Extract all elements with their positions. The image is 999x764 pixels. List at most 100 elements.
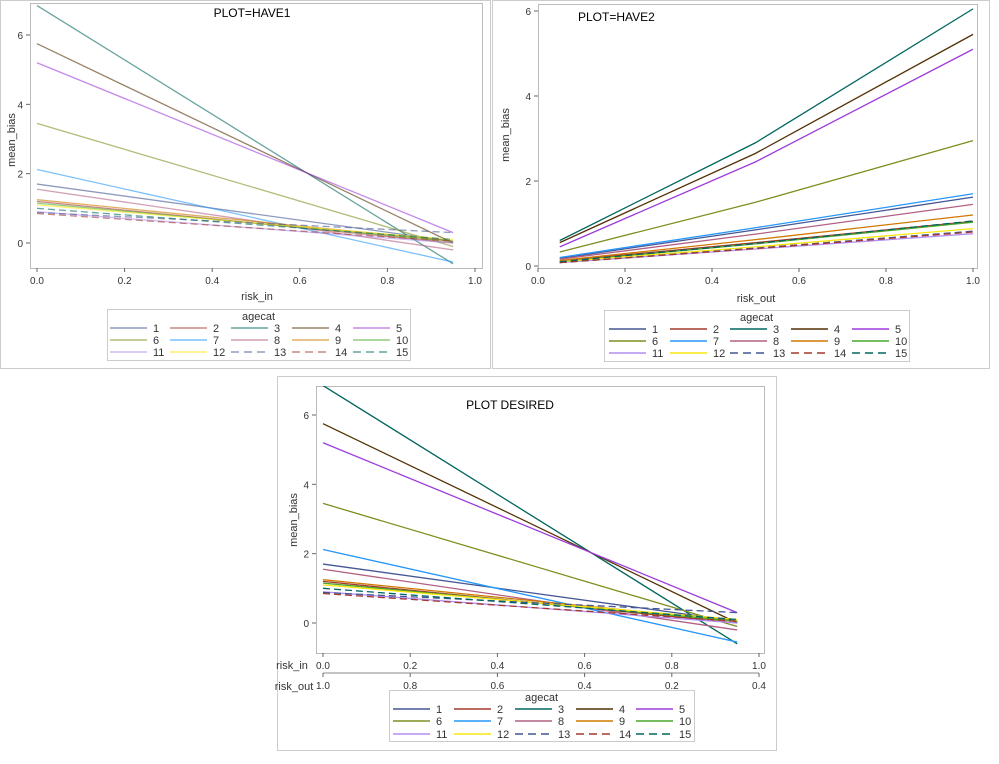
legend-item-13: 13 — [231, 347, 286, 359]
series-line-agecat-13 — [559, 230, 974, 264]
legend-label: 15 — [396, 347, 408, 359]
legend-label: 12 — [213, 347, 225, 359]
series-line-agecat-1 — [36, 183, 454, 242]
x-tick-label: 0.4 — [490, 661, 504, 672]
series-line-agecat-1 — [559, 196, 974, 259]
series-line-agecat-10 — [559, 221, 974, 263]
legend-label: 15 — [679, 729, 691, 741]
x-tick-label: 0.0 — [30, 276, 44, 287]
legend-label: 5 — [679, 704, 685, 716]
legend-label: 7 — [497, 716, 503, 728]
series-line-agecat-6 — [559, 139, 974, 253]
x2-tick-label: 0.6 — [490, 681, 504, 692]
legend-label: 9 — [834, 336, 840, 348]
series-line-agecat-5 — [322, 442, 738, 614]
legend-item-13: 13 — [515, 729, 570, 741]
legend-label: 10 — [895, 336, 907, 348]
y-axis-label: mean_bias — [6, 113, 18, 167]
legend-item-12: 12 — [670, 348, 725, 360]
legend-item-1: 1 — [110, 323, 159, 335]
legend-item-15: 15 — [852, 348, 907, 360]
plot-frame — [316, 386, 765, 654]
y-axis-label: mean_bias — [500, 108, 512, 162]
x-tick-label: 0.4 — [205, 276, 219, 287]
y-tick-label: 2 — [17, 170, 23, 181]
legend-item-6: 6 — [110, 335, 159, 347]
legend-label: 8 — [773, 336, 779, 348]
legend-label: 12 — [713, 348, 725, 360]
series-line-agecat-7 — [322, 548, 738, 643]
series-line-agecat-5 — [36, 62, 454, 234]
legend-item-14: 14 — [791, 348, 846, 360]
legend-item-9: 9 — [791, 336, 840, 348]
y-tick-label: 2 — [303, 550, 309, 561]
legend-label: 12 — [497, 729, 509, 741]
chart-title: PLOT=HAVE2 — [578, 10, 655, 24]
y-tick-label: 4 — [17, 100, 23, 111]
series-line-agecat-3 — [322, 386, 738, 645]
legend-label: 10 — [679, 716, 691, 728]
series-line-agecat-6 — [36, 122, 454, 248]
series-line-agecat-12 — [559, 227, 974, 263]
x-axis-label: risk_in — [276, 660, 308, 672]
legend-item-5: 5 — [852, 324, 901, 336]
legend-label: 3 — [558, 704, 564, 716]
series-line-agecat-7 — [36, 168, 454, 263]
legend-label: 3 — [773, 324, 779, 336]
x-tick-label: 0.6 — [578, 661, 592, 672]
legend-item-2: 2 — [670, 324, 719, 336]
legend-label: 4 — [619, 704, 625, 716]
series-line-agecat-15 — [559, 220, 974, 263]
legend-item-5: 5 — [353, 323, 402, 335]
legend-label: 9 — [335, 335, 341, 347]
x-tick-label: 0.2 — [403, 661, 417, 672]
x2-tick-label: 0.2 — [665, 681, 679, 692]
y-tick-label: 4 — [525, 92, 531, 103]
legend-label: 6 — [652, 336, 658, 348]
legend-item-11: 11 — [110, 347, 164, 359]
legend-label: 11 — [652, 348, 663, 360]
series-group — [559, 8, 974, 264]
x2-tick-label: 1.0 — [316, 681, 330, 692]
chart-panel-3: 0.0 0.2 0.4 0.6 0.8 1.0 1.0 0.8 0.6 0.4 0.2 0.4 risk… — [275, 376, 777, 751]
series-line-agecat-4 — [322, 423, 738, 624]
legend-item-6: 6 — [609, 336, 658, 348]
legend-item-14: 14 — [292, 347, 347, 359]
x-axis-label: risk_out — [737, 293, 776, 305]
legend-item-1: 1 — [393, 704, 442, 716]
x-tick-label: 0.6 — [792, 276, 806, 287]
series-line-agecat-8 — [36, 188, 454, 251]
legend-item-3: 3 — [515, 704, 564, 716]
series-line-agecat-4 — [36, 43, 454, 244]
series-line-agecat-8 — [322, 568, 738, 631]
plot-frame — [30, 3, 483, 269]
legend-label: 2 — [497, 704, 503, 716]
legend-label: 4 — [834, 324, 840, 336]
legend-item-4: 4 — [791, 324, 840, 336]
series-line-agecat-15 — [322, 587, 738, 621]
x2-tick-label: 0.4 — [752, 681, 766, 692]
series-line-agecat-8 — [559, 203, 974, 260]
legend-item-7: 7 — [454, 716, 503, 728]
series-line-agecat-15 — [36, 207, 454, 241]
legend-label: 11 — [436, 729, 447, 741]
legend-label: 2 — [213, 323, 219, 335]
y-axis-label: mean_bias — [288, 493, 300, 547]
series-line-agecat-1 — [322, 563, 738, 622]
series-line-agecat-11 — [36, 211, 454, 244]
panel-border — [492, 0, 990, 369]
legend-label: 11 — [153, 347, 164, 359]
legend-title: agecat — [740, 312, 773, 324]
legend-label: 9 — [619, 716, 625, 728]
series-line-agecat-11 — [559, 233, 974, 264]
legend-item-4: 4 — [576, 704, 625, 716]
series-line-agecat-3 — [36, 4, 454, 265]
legend-item-12: 12 — [170, 347, 225, 359]
y-tick-label: 6 — [17, 31, 23, 42]
y-tick-label: 2 — [525, 177, 531, 188]
legend-item-13: 13 — [730, 348, 785, 360]
